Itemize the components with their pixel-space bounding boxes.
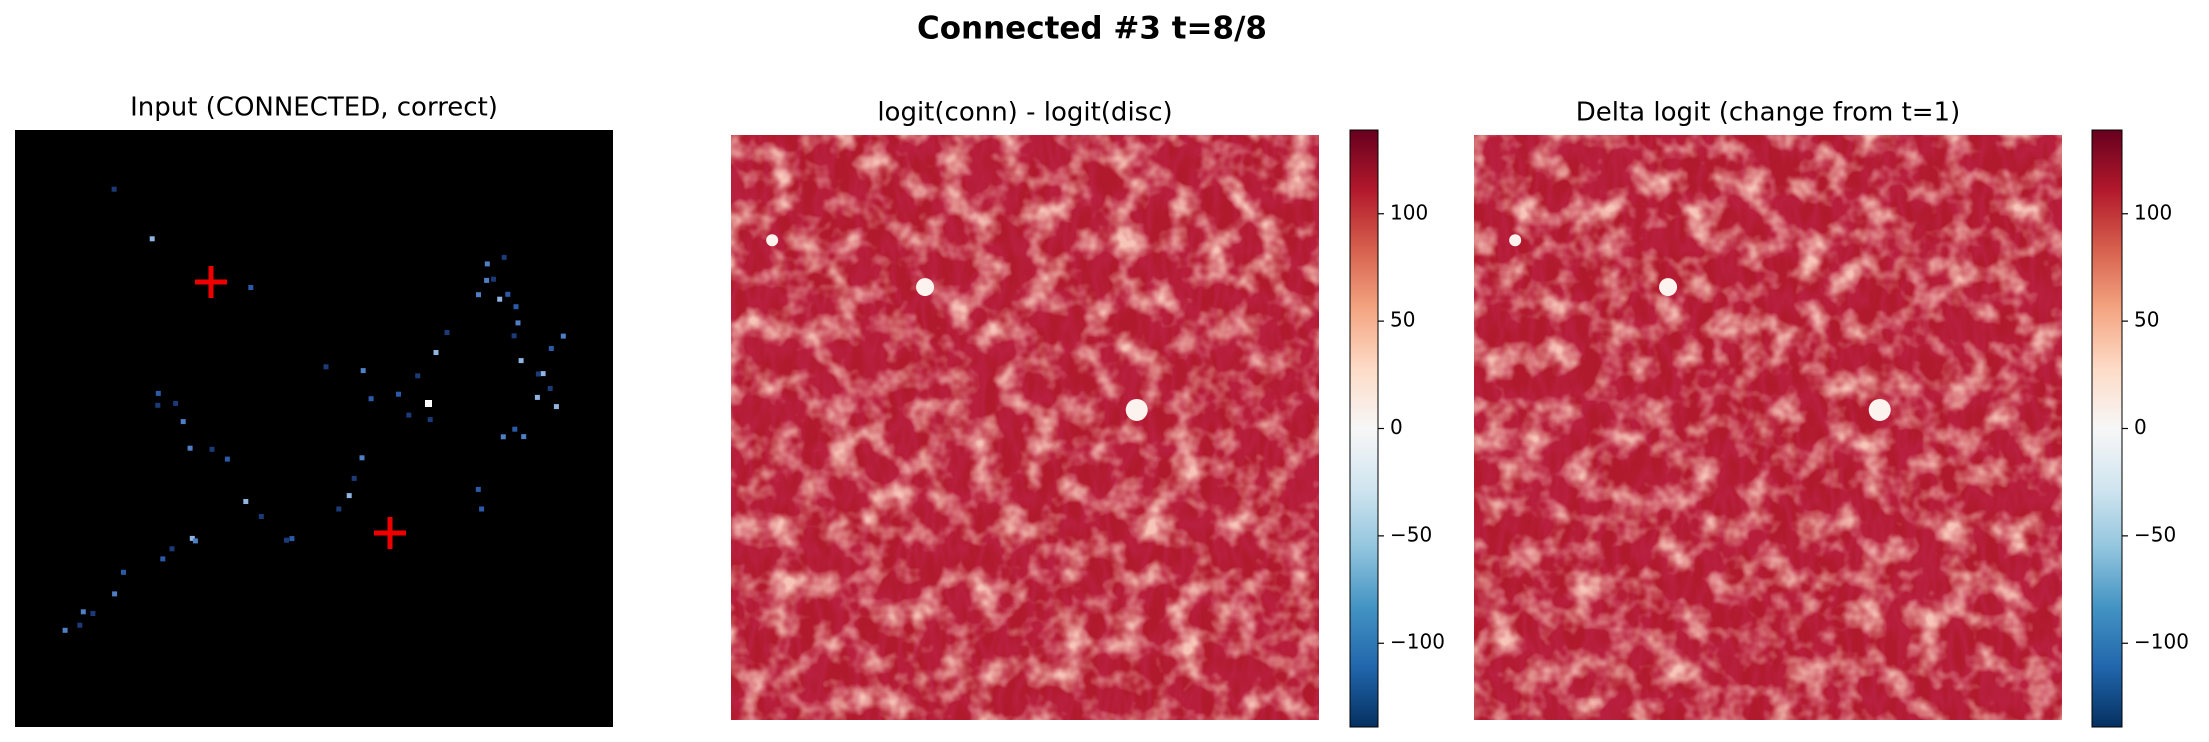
input-pixel (553, 404, 559, 410)
panel-title: Delta logit (change from t=1) (1576, 98, 1960, 128)
input-pixel (501, 254, 507, 260)
input-pixel (180, 419, 186, 425)
input-pixel (548, 346, 554, 351)
input-pixel (112, 591, 118, 597)
heatmap-hotspot (766, 234, 779, 247)
input-pixel (476, 292, 481, 298)
input-pixel (497, 296, 503, 302)
input-pixel (484, 261, 490, 267)
input-pixel (368, 396, 374, 402)
input-pixel (169, 546, 175, 552)
input-pixel (547, 386, 553, 391)
input-pixel (351, 475, 357, 481)
input-pixel (491, 276, 496, 282)
colorbar-tick-label: −50 (1390, 522, 1432, 546)
colorbar-tick-label: 50 (2134, 308, 2159, 332)
input-pixel (90, 611, 96, 616)
colorbar-tick-label: 100 (2134, 200, 2172, 224)
input-pixel (80, 609, 86, 615)
input-pixel (346, 493, 352, 499)
colorbar-tick-label: −100 (2134, 630, 2189, 654)
input-pixel (62, 627, 68, 633)
input-pixel (415, 373, 421, 379)
input-pixel (323, 364, 329, 370)
input-pixel (406, 412, 412, 418)
panel-title: Input (CONNECTED, correct) (130, 93, 498, 123)
heatmap-hotspot (1509, 234, 1522, 247)
colorbar (1349, 129, 1379, 728)
input-pixel (189, 535, 195, 541)
input-pixel (500, 434, 506, 440)
input-pixel (396, 391, 401, 397)
input-pixel (518, 358, 524, 364)
heatmap-hotspot (916, 278, 935, 297)
input-pixel (479, 506, 485, 512)
heatmap-texture (731, 135, 1319, 720)
input-pixel (258, 514, 264, 519)
input-pixel (224, 456, 230, 462)
input-pixel (336, 506, 342, 512)
input-pixel (475, 486, 481, 492)
input-pixel (284, 537, 289, 543)
colorbar-tick-label: 0 (2134, 415, 2147, 439)
input-pixel (521, 434, 527, 440)
panel-title: logit(conn) - logit(disc) (877, 98, 1172, 128)
input-pixel (111, 186, 117, 192)
heatmap-texture (1474, 135, 2062, 720)
heatmap-hotspot (1659, 278, 1678, 297)
input-pixel (512, 426, 518, 432)
input-pixel (513, 304, 519, 310)
input-pixel (540, 371, 546, 377)
input-pixel (121, 569, 126, 575)
input-pixel (160, 556, 166, 562)
input-pixel (77, 622, 83, 628)
input-pixel (248, 285, 254, 290)
input-pixel (433, 350, 439, 355)
input-pixel (534, 394, 540, 400)
input-pixel (505, 291, 511, 297)
colorbar-tick-label: 100 (1390, 200, 1428, 224)
figure-title: Connected #3 t=8/8 (917, 11, 1267, 47)
input-pixel (359, 455, 365, 461)
colorbar-tick-label: −50 (2134, 522, 2176, 546)
input-pixel (149, 236, 155, 242)
input-pixel (187, 445, 193, 451)
input-pixel (427, 417, 433, 423)
colorbar-tick-label: 0 (1390, 415, 1403, 439)
input-pixel (560, 333, 566, 339)
input-pixel (209, 446, 215, 452)
input-pixel (155, 390, 161, 396)
input-pixel (192, 538, 198, 544)
input-pixel (243, 499, 249, 504)
input-pixel (444, 330, 450, 335)
input-pixel (515, 320, 521, 326)
input-pixel (360, 368, 366, 374)
input-pixel (511, 333, 517, 339)
input-pixel (425, 400, 432, 407)
input-pixel (484, 277, 490, 283)
colorbar-tick-label: −100 (1390, 630, 1445, 654)
colorbar-tick-label: 50 (1390, 308, 1415, 332)
heatmap-hotspot (1868, 398, 1891, 421)
input-image (15, 130, 613, 727)
input-pixel (289, 536, 295, 542)
input-pixel (155, 402, 161, 408)
input-pixel (535, 371, 541, 377)
colorbar (2091, 129, 2123, 728)
input-pixel (173, 400, 179, 406)
heatmap-hotspot (1125, 398, 1148, 421)
